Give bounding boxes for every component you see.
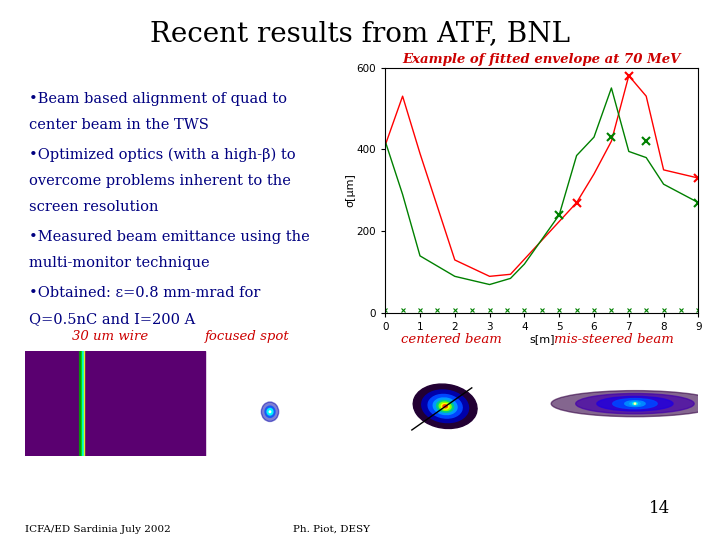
Ellipse shape — [552, 390, 719, 417]
Y-axis label: σ[μm]: σ[μm] — [345, 173, 355, 207]
Text: (Courtesy of V. Yakimenko): (Courtesy of V. Yakimenko) — [408, 502, 618, 516]
Text: centered beam: centered beam — [401, 333, 503, 346]
Text: ICFA/ED Sardinia July 2002: ICFA/ED Sardinia July 2002 — [25, 525, 171, 534]
Ellipse shape — [633, 403, 637, 404]
Text: •Beam based alignment of quad to: •Beam based alignment of quad to — [29, 92, 287, 106]
Circle shape — [269, 410, 271, 414]
Ellipse shape — [634, 403, 636, 404]
Circle shape — [269, 411, 271, 413]
Ellipse shape — [597, 396, 673, 411]
Text: Recent results from ATF, BNL: Recent results from ATF, BNL — [150, 20, 570, 47]
Circle shape — [261, 402, 279, 421]
Text: •Measured beam emittance using the: •Measured beam emittance using the — [29, 230, 310, 244]
Circle shape — [267, 408, 273, 415]
Text: focused spot: focused spot — [205, 330, 290, 343]
Ellipse shape — [630, 402, 640, 406]
Text: mis-steered beam: mis-steered beam — [554, 333, 674, 346]
Text: overcome problems inherent to the: overcome problems inherent to the — [29, 174, 291, 188]
Text: 14: 14 — [649, 501, 670, 517]
Text: •Optimized optics (with a high-β) to: •Optimized optics (with a high-β) to — [29, 148, 295, 163]
Text: center beam in the TWS: center beam in the TWS — [29, 118, 209, 132]
Ellipse shape — [436, 400, 454, 412]
Ellipse shape — [443, 405, 447, 408]
Ellipse shape — [576, 394, 694, 414]
Text: Ph. Piot, DESY: Ph. Piot, DESY — [293, 525, 369, 534]
Text: multi-monitor technique: multi-monitor technique — [29, 256, 210, 270]
Ellipse shape — [422, 390, 469, 423]
Text: 30 um wire: 30 um wire — [72, 330, 148, 343]
Ellipse shape — [433, 398, 457, 415]
Ellipse shape — [428, 394, 462, 418]
Circle shape — [265, 406, 275, 417]
Text: Q=0.5nC and I=200 A: Q=0.5nC and I=200 A — [29, 312, 195, 326]
Text: •Obtained: ε=0.8 mm-mrad for: •Obtained: ε=0.8 mm-mrad for — [29, 286, 260, 300]
Ellipse shape — [441, 403, 449, 409]
Ellipse shape — [439, 402, 451, 410]
Text: screen resolution: screen resolution — [29, 200, 158, 214]
Ellipse shape — [625, 401, 645, 407]
Ellipse shape — [613, 399, 657, 409]
Title: Example of fitted envelope at 70 MeV: Example of fitted envelope at 70 MeV — [402, 53, 681, 66]
Bar — [25, 351, 205, 456]
Ellipse shape — [413, 384, 477, 429]
X-axis label: s[m]: s[m] — [529, 334, 554, 343]
